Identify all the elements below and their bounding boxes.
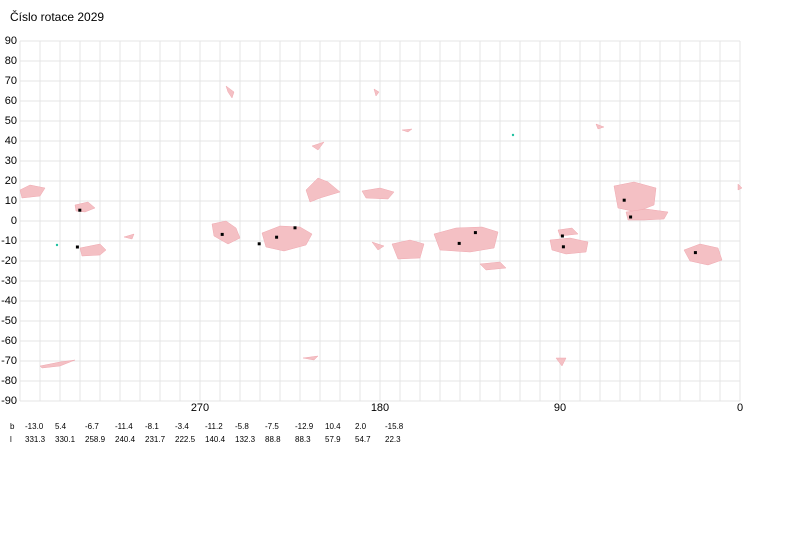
- b-value: -5.8: [235, 422, 249, 431]
- row-label: b: [10, 422, 15, 431]
- y-tick-label: -20: [1, 255, 17, 267]
- l-value: 132.3: [235, 435, 256, 444]
- y-tick-label: 80: [5, 55, 17, 67]
- y-tick-label: 20: [5, 175, 17, 187]
- b-value: 10.4: [325, 422, 341, 431]
- l-value: 88.8: [265, 435, 281, 444]
- l-value: 231.7: [145, 435, 166, 444]
- marker: [511, 133, 515, 137]
- l-value: 258.9: [85, 435, 106, 444]
- b-value: -13.0: [25, 422, 44, 431]
- point: [75, 245, 79, 249]
- point: [257, 242, 261, 246]
- point: [560, 234, 564, 238]
- b-value: -3.4: [175, 422, 189, 431]
- b-value: -15.8: [385, 422, 404, 431]
- y-tick-label: 40: [5, 135, 17, 147]
- l-value: 140.4: [205, 435, 226, 444]
- y-tick-label: -10: [1, 235, 17, 247]
- x-tick-label: 270: [191, 402, 209, 414]
- l-value: 330.1: [55, 435, 76, 444]
- point: [561, 245, 565, 249]
- x-tick-label: 90: [554, 402, 566, 414]
- point: [622, 198, 626, 202]
- l-value: 88.3: [295, 435, 311, 444]
- y-tick-label: -70: [1, 355, 17, 367]
- y-tick-label: 60: [5, 95, 17, 107]
- point: [293, 226, 297, 230]
- b-value: -11.2: [205, 422, 223, 431]
- b-value: 5.4: [55, 422, 67, 431]
- active-regions: [19, 85, 743, 369]
- l-value: 240.4: [115, 435, 136, 444]
- y-tick-label: -30: [1, 275, 17, 287]
- y-tick-label: 90: [5, 35, 17, 47]
- point: [220, 232, 224, 236]
- point: [457, 241, 461, 245]
- point: [629, 215, 633, 219]
- b-value: -7.5: [265, 422, 279, 431]
- y-tick-label: 30: [5, 155, 17, 167]
- y-tick-label: -40: [1, 295, 17, 307]
- l-value: 331.3: [25, 435, 46, 444]
- y-tick-label: -60: [1, 335, 17, 347]
- point: [275, 235, 279, 239]
- marker: [55, 243, 59, 247]
- chart-title: Číslo rotace 2029: [10, 9, 104, 24]
- b-value: 2.0: [355, 422, 367, 431]
- l-value: 22.3: [385, 435, 401, 444]
- y-tick-label: 70: [5, 75, 17, 87]
- y-tick-label: 0: [11, 215, 17, 227]
- point: [693, 251, 697, 255]
- y-tick-label: -80: [1, 375, 17, 387]
- b-value: -12.9: [295, 422, 314, 431]
- point: [78, 208, 82, 212]
- grid: [19, 40, 741, 402]
- y-tick-label: -90: [1, 395, 17, 407]
- x-tick-label: 0: [737, 402, 743, 414]
- l-value: 222.5: [175, 435, 196, 444]
- l-value: 57.9: [325, 435, 341, 444]
- b-value: -11.4: [115, 422, 133, 431]
- b-value: -6.7: [85, 422, 99, 431]
- point: [473, 231, 477, 235]
- y-tick-label: 50: [5, 115, 17, 127]
- row-label: l: [10, 435, 12, 444]
- x-tick-label: 180: [371, 402, 389, 414]
- l-value: 54.7: [355, 435, 371, 444]
- b-value: -8.1: [145, 422, 159, 431]
- y-tick-label: -50: [1, 315, 17, 327]
- y-tick-label: 10: [5, 195, 17, 207]
